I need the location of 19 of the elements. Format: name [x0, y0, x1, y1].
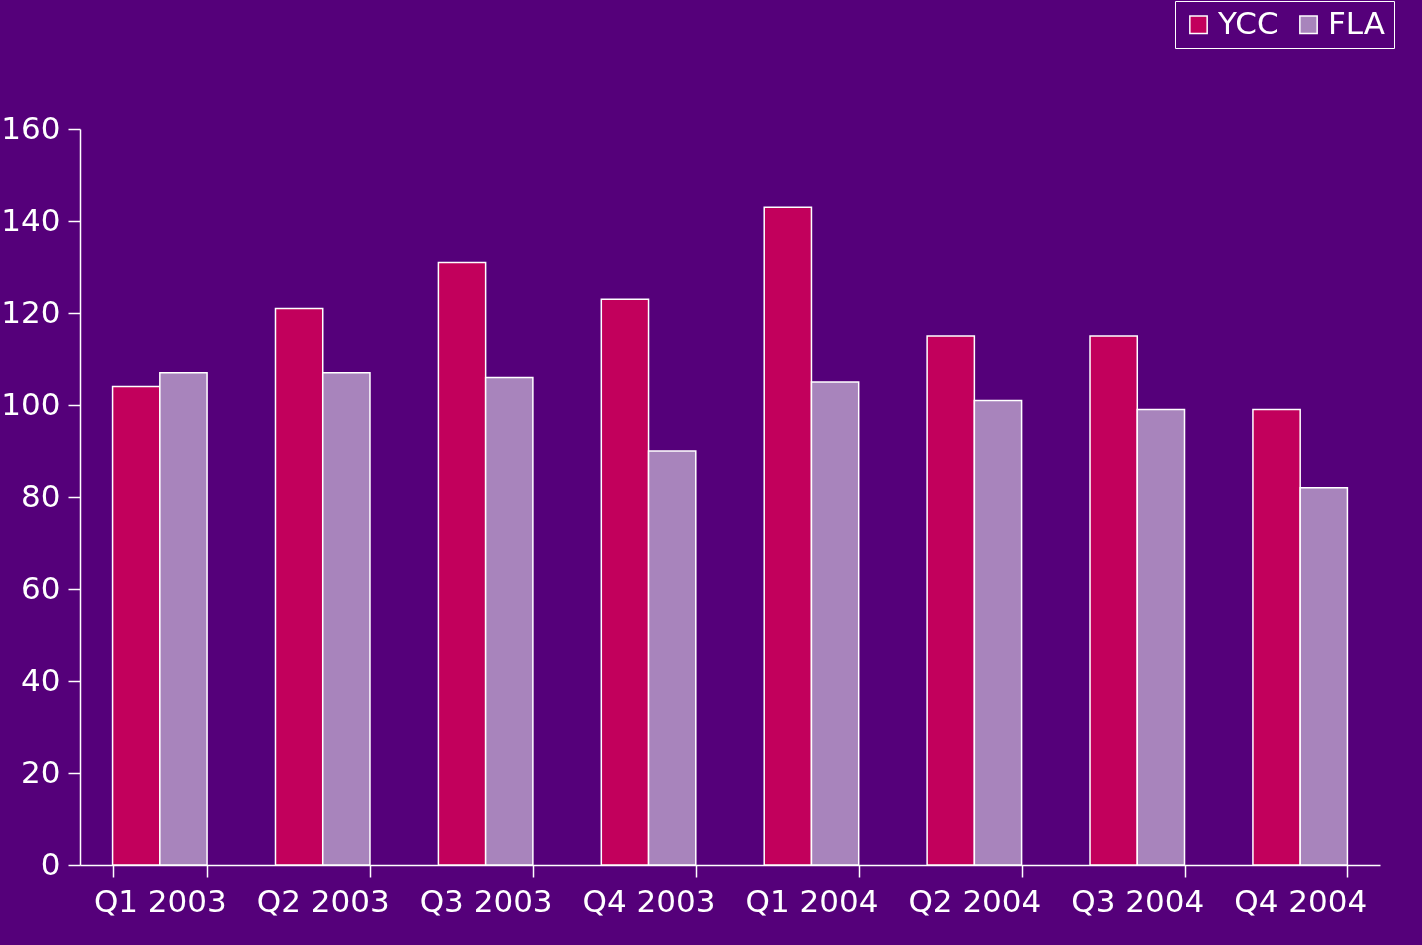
y-tick-label: 100	[1, 385, 61, 422]
legend-label: YCC	[1217, 4, 1279, 41]
y-tick-label: 140	[1, 201, 61, 238]
y-tick-label: 120	[1, 293, 61, 330]
y-tick-label: 160	[1, 109, 61, 146]
legend-label: FLA	[1328, 4, 1386, 41]
y-tick-label: 60	[21, 569, 61, 606]
y-tick-label: 80	[21, 477, 61, 514]
x-tick-label: Q2 2004	[908, 882, 1042, 919]
x-tick-label: Q4 2003	[582, 882, 716, 919]
x-tick-label: Q3 2003	[419, 882, 553, 919]
x-tick-label: Q1 2003	[93, 882, 227, 919]
x-tick-label: Q2 2003	[256, 882, 390, 919]
x-tick-label: Q4 2004	[1234, 882, 1368, 919]
y-tick-label: 20	[21, 753, 61, 790]
y-tick-label: 0	[40, 845, 61, 882]
y-tick-label: 40	[21, 661, 61, 698]
x-tick-label: Q1 2004	[745, 882, 879, 919]
x-tick-label: Q3 2004	[1071, 882, 1205, 919]
